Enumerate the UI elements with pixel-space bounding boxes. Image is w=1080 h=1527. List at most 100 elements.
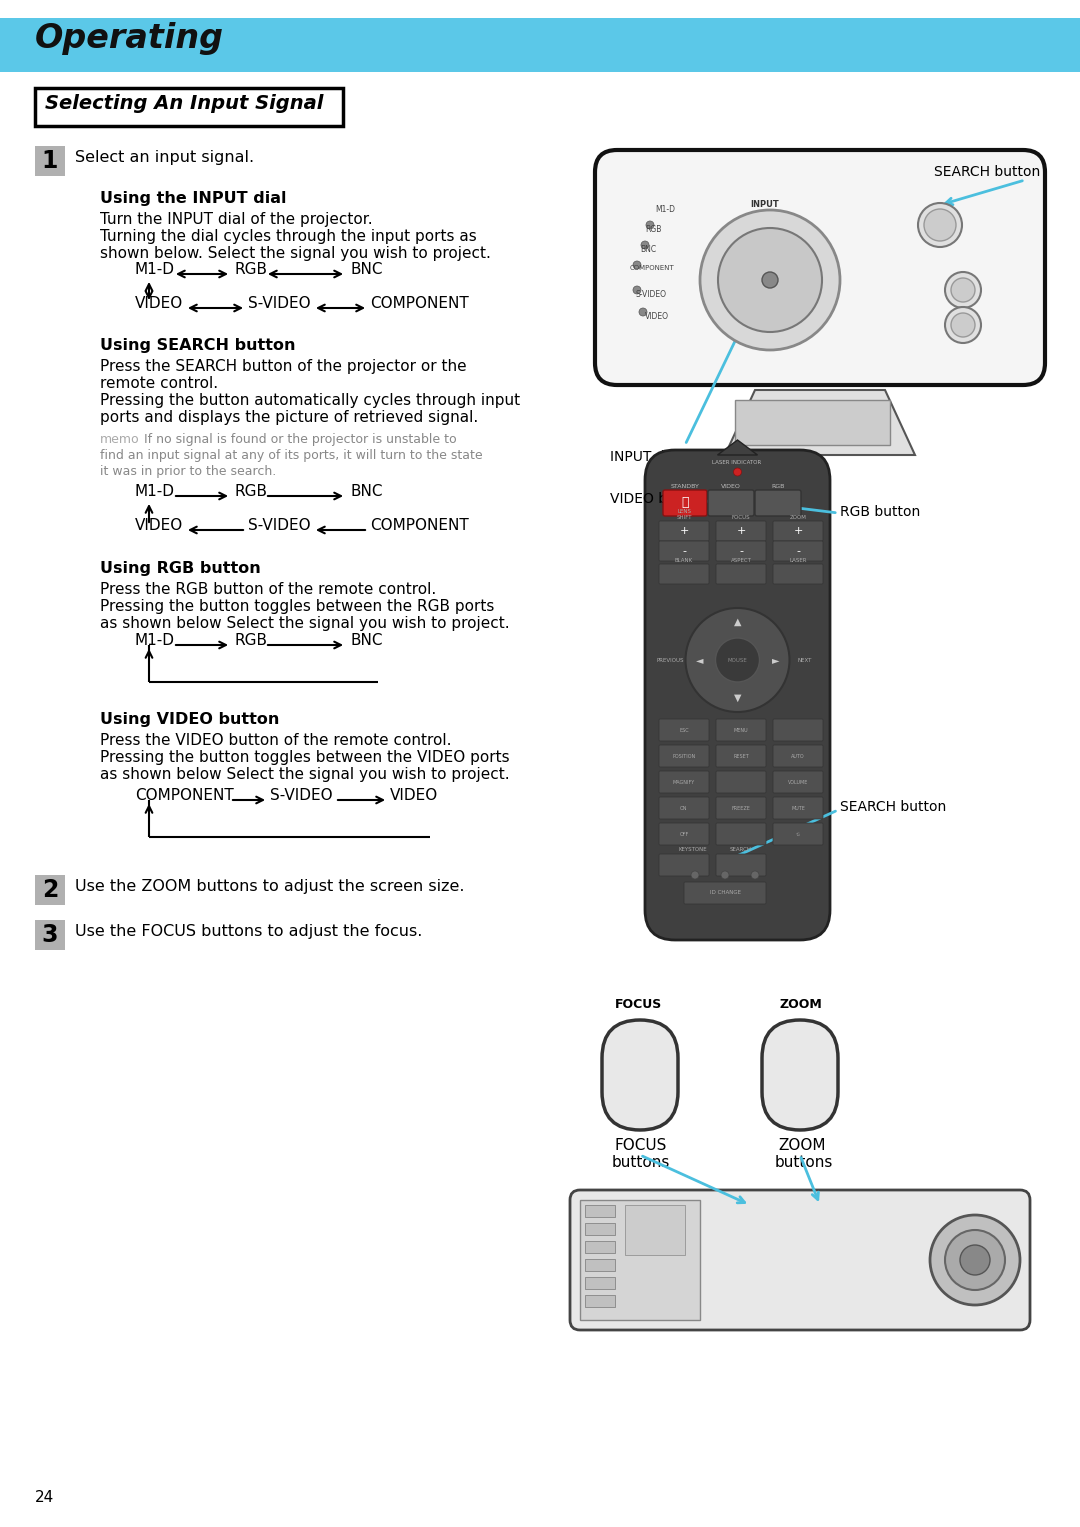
Circle shape <box>733 467 742 476</box>
Text: ON: ON <box>680 806 688 811</box>
Text: SEARCH: SEARCH <box>730 847 752 852</box>
Circle shape <box>751 870 759 880</box>
Text: buttons: buttons <box>775 1154 834 1170</box>
Text: ID CHANGE: ID CHANGE <box>710 890 741 895</box>
Text: Turn the INPUT dial of the projector.: Turn the INPUT dial of the projector. <box>100 212 373 228</box>
Text: SEARCH button: SEARCH button <box>840 800 946 814</box>
Text: ZOOM: ZOOM <box>780 999 823 1011</box>
FancyBboxPatch shape <box>595 150 1045 385</box>
Text: RESET: RESET <box>733 753 748 759</box>
Text: M1-D: M1-D <box>135 634 175 647</box>
Text: VIDEO: VIDEO <box>721 484 741 489</box>
Text: Operating: Operating <box>35 21 224 55</box>
Bar <box>585 1241 615 1254</box>
Text: AUTO: AUTO <box>792 753 805 759</box>
FancyBboxPatch shape <box>645 450 831 941</box>
Text: LASER INDICATOR: LASER INDICATOR <box>713 460 761 466</box>
FancyBboxPatch shape <box>755 490 801 516</box>
FancyBboxPatch shape <box>716 563 766 583</box>
Bar <box>735 400 890 444</box>
Text: -: - <box>681 547 686 556</box>
Text: RGB button: RGB button <box>840 505 920 519</box>
FancyBboxPatch shape <box>659 719 708 741</box>
Text: VOLUME: VOLUME <box>787 779 808 785</box>
Text: M1-D: M1-D <box>135 263 175 276</box>
Text: +: + <box>791 1040 809 1060</box>
Text: ports and displays the picture of retrieved signal.: ports and displays the picture of retrie… <box>100 411 478 425</box>
FancyBboxPatch shape <box>716 745 766 767</box>
Text: Using SEARCH button: Using SEARCH button <box>100 337 296 353</box>
Text: Press the RGB button of the remote control.: Press the RGB button of the remote contr… <box>100 582 436 597</box>
FancyBboxPatch shape <box>716 823 766 844</box>
Text: INPUT: INPUT <box>750 200 779 209</box>
FancyBboxPatch shape <box>773 563 823 583</box>
Circle shape <box>945 272 981 308</box>
Text: ▲: ▲ <box>733 617 741 628</box>
FancyBboxPatch shape <box>762 1020 838 1130</box>
Polygon shape <box>725 389 915 455</box>
FancyBboxPatch shape <box>570 1190 1030 1330</box>
Text: as shown below Select the signal you wish to project.: as shown below Select the signal you wis… <box>100 615 510 631</box>
Text: FREEZE: FREEZE <box>731 806 751 811</box>
Text: Select an input signal.: Select an input signal. <box>75 150 254 165</box>
Text: Use the ZOOM buttons to adjust the screen size.: Use the ZOOM buttons to adjust the scree… <box>75 880 464 893</box>
Text: as shown below Select the signal you wish to project.: as shown below Select the signal you wis… <box>100 767 510 782</box>
Text: RGB: RGB <box>771 484 785 489</box>
Circle shape <box>951 278 975 302</box>
Bar <box>585 1258 615 1270</box>
Text: 2: 2 <box>42 878 58 902</box>
Bar <box>35 89 343 127</box>
Text: BNC: BNC <box>350 263 382 276</box>
Text: COMPONENT: COMPONENT <box>135 788 233 803</box>
Circle shape <box>642 241 649 249</box>
Text: S-VIDEO: S-VIDEO <box>248 296 311 312</box>
Text: remote control.: remote control. <box>100 376 218 391</box>
Text: BNC: BNC <box>640 244 657 253</box>
FancyBboxPatch shape <box>659 563 708 583</box>
FancyBboxPatch shape <box>716 719 766 741</box>
Text: −: − <box>791 1090 809 1110</box>
Circle shape <box>633 261 642 269</box>
Text: −: − <box>631 1090 649 1110</box>
Text: VIDEO: VIDEO <box>645 312 669 321</box>
Text: +: + <box>794 525 802 536</box>
Circle shape <box>945 1231 1005 1290</box>
Circle shape <box>762 272 778 289</box>
Text: Pressing the button toggles between the VIDEO ports: Pressing the button toggles between the … <box>100 750 510 765</box>
Bar <box>585 1277 615 1289</box>
Circle shape <box>721 870 729 880</box>
Text: ►: ► <box>772 655 780 664</box>
Circle shape <box>633 286 642 295</box>
Bar <box>585 1295 615 1307</box>
Text: -: - <box>796 547 800 556</box>
FancyBboxPatch shape <box>773 521 823 541</box>
FancyBboxPatch shape <box>716 521 766 541</box>
FancyBboxPatch shape <box>602 1020 678 1130</box>
Text: RGB: RGB <box>235 263 268 276</box>
Text: S-VIDEO: S-VIDEO <box>635 290 666 299</box>
Text: it was in prior to the search.: it was in prior to the search. <box>100 466 276 478</box>
Circle shape <box>718 228 822 331</box>
Text: S-VIDEO: S-VIDEO <box>270 788 333 803</box>
Text: MUTE: MUTE <box>791 806 805 811</box>
FancyBboxPatch shape <box>773 745 823 767</box>
Circle shape <box>700 211 840 350</box>
Text: +: + <box>631 1040 649 1060</box>
Text: ▼: ▼ <box>733 693 741 702</box>
FancyBboxPatch shape <box>708 490 754 516</box>
Text: 24: 24 <box>35 1490 54 1506</box>
Text: shown below. Select the signal you wish to project.: shown below. Select the signal you wish … <box>100 246 491 261</box>
FancyBboxPatch shape <box>716 771 766 793</box>
Text: S-VIDEO: S-VIDEO <box>248 518 311 533</box>
Text: Selecting An Input Signal: Selecting An Input Signal <box>45 95 323 113</box>
Circle shape <box>924 209 956 241</box>
Text: RGB: RGB <box>645 224 661 234</box>
FancyBboxPatch shape <box>773 719 823 741</box>
FancyBboxPatch shape <box>773 823 823 844</box>
Text: ASPECT: ASPECT <box>730 557 752 563</box>
Text: Press the VIDEO button of the remote control.: Press the VIDEO button of the remote con… <box>100 733 451 748</box>
Text: 3: 3 <box>42 922 58 947</box>
Text: STANDBY: STANDBY <box>671 484 700 489</box>
Text: memo: memo <box>100 434 139 446</box>
FancyBboxPatch shape <box>773 541 823 560</box>
